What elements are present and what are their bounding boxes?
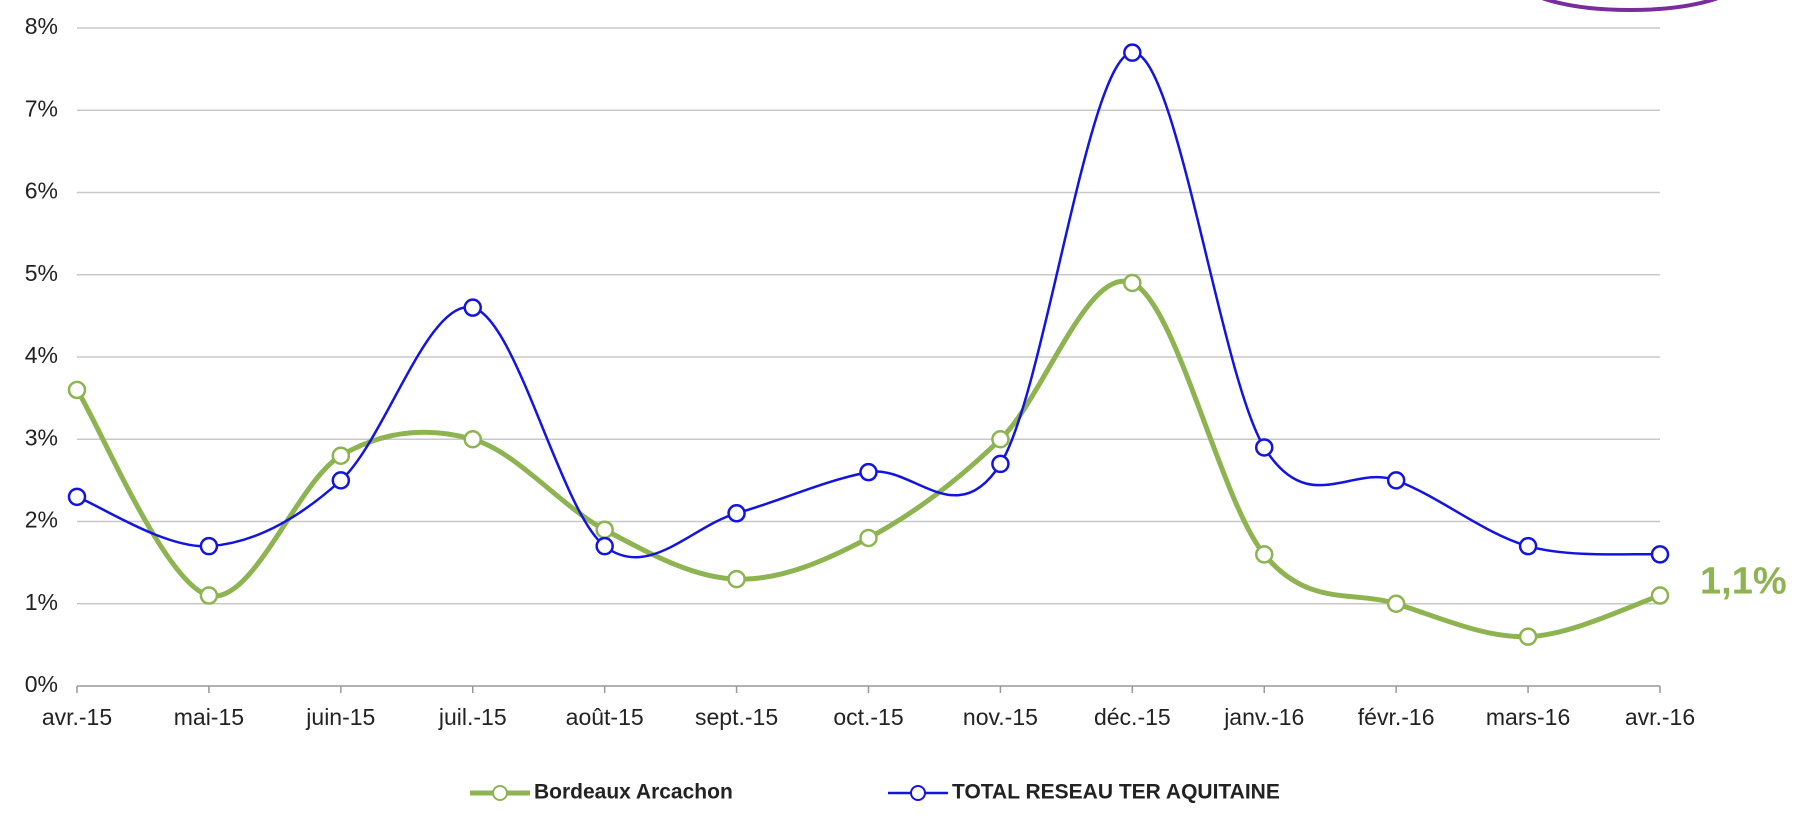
x-tick-label: déc.-15: [1094, 704, 1171, 730]
x-tick-label: avr.-16: [1625, 704, 1695, 730]
annotation: 1,1%: [1700, 561, 1787, 603]
y-tick-label: 3%: [25, 424, 58, 450]
x-tick-label: avr.-15: [42, 704, 112, 730]
y-tick-label: 2%: [25, 507, 58, 533]
marker: [67, 380, 87, 400]
y-tick-label: 4%: [25, 342, 58, 368]
marker: [1518, 627, 1538, 646]
marker: [199, 536, 219, 556]
marker: [991, 454, 1010, 474]
marker: [859, 528, 878, 548]
legend-marker: [492, 785, 508, 801]
legend-text: Bordeaux Arcachon: [534, 781, 733, 804]
marker: [331, 446, 351, 465]
x-tick-label: sept.-15: [695, 704, 778, 730]
marker: [199, 586, 219, 605]
legend-text: TOTAL RESEAU TER AQUITAINE: [952, 781, 1280, 804]
y-tick-label: 0%: [25, 671, 58, 697]
x-tick-label: janv.-16: [1223, 704, 1304, 730]
marker: [463, 430, 482, 449]
x-tick-label: juil.-15: [438, 704, 507, 730]
marker: [1386, 471, 1406, 490]
legend-marker: [910, 785, 926, 801]
x-tick-label: oct.-15: [833, 704, 903, 730]
x-tick-label: févr.-16: [1358, 704, 1435, 730]
marker: [727, 504, 746, 523]
x-tick-label: août-15: [566, 704, 644, 730]
marker: [1650, 586, 1670, 605]
marker: [1255, 438, 1274, 457]
marker: [331, 471, 351, 490]
marker: [595, 520, 614, 539]
marker: [595, 536, 614, 556]
marker: [1255, 545, 1274, 564]
line: [76, 51, 1661, 559]
marker: [1386, 594, 1406, 613]
marker: [727, 569, 746, 589]
marker: [991, 430, 1010, 449]
marker: [1650, 545, 1670, 564]
marker: [1123, 273, 1142, 293]
marker: [67, 487, 87, 507]
y-tick-label: 5%: [25, 260, 58, 286]
marker: [463, 298, 482, 317]
marker: [1518, 536, 1538, 556]
x-tick-label: nov.-15: [963, 704, 1038, 730]
x-tick-label: mai-15: [174, 704, 244, 730]
decoration: [1541, 0, 1719, 12]
x-tick-label: mars-16: [1486, 704, 1570, 730]
y-tick-label: 8%: [25, 13, 58, 39]
x-tick-label: juin-15: [305, 704, 375, 730]
marker: [1123, 43, 1142, 62]
y-tick-label: 7%: [25, 95, 58, 121]
marker: [859, 462, 878, 482]
y-tick-label: 6%: [25, 178, 58, 204]
line: [74, 278, 1661, 640]
y-tick-label: 1%: [25, 589, 58, 615]
